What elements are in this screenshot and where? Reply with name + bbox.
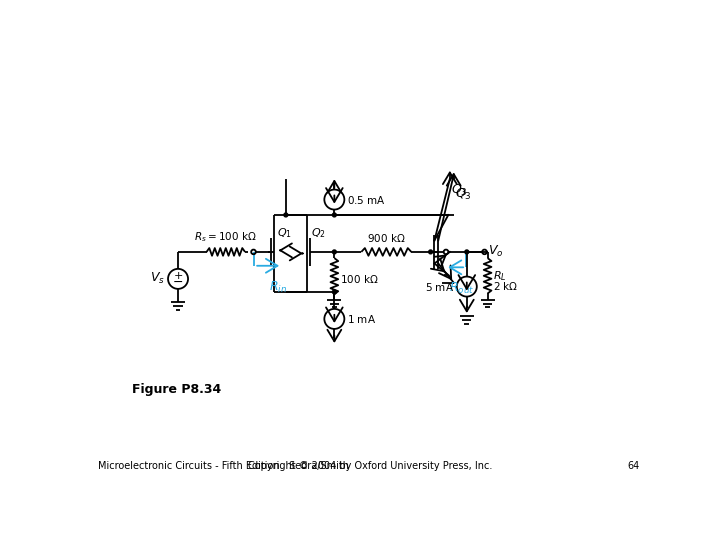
Text: −: −	[173, 276, 184, 289]
Text: Figure P8.34: Figure P8.34	[132, 383, 221, 396]
Circle shape	[333, 290, 336, 294]
Text: $R_L$: $R_L$	[493, 269, 507, 282]
Text: $V_o$: $V_o$	[488, 245, 504, 259]
Circle shape	[465, 250, 469, 254]
Text: $Q_3$: $Q_3$	[455, 187, 472, 202]
Text: $1\ \mathrm{mA}$: $1\ \mathrm{mA}$	[346, 313, 376, 325]
Text: $R_{out}$: $R_{out}$	[449, 281, 474, 296]
Text: +: +	[174, 271, 183, 281]
Text: $0.5\ \mathrm{mA}$: $0.5\ \mathrm{mA}$	[346, 193, 386, 206]
Circle shape	[284, 213, 288, 217]
Circle shape	[428, 250, 433, 254]
Text: 64: 64	[628, 461, 640, 471]
Text: $Q_1$: $Q_1$	[276, 226, 292, 240]
Text: $R_s = 100\ \mathrm{k\Omega}$: $R_s = 100\ \mathrm{k\Omega}$	[194, 231, 257, 244]
Text: $R_{in}$: $R_{in}$	[269, 280, 287, 295]
Text: Copyright © 2004 by Oxford University Press, Inc.: Copyright © 2004 by Oxford University Pr…	[248, 461, 492, 471]
Text: $2\ \mathrm{k\Omega}$: $2\ \mathrm{k\Omega}$	[493, 280, 518, 292]
Text: $Q_3$: $Q_3$	[451, 183, 468, 198]
Text: $V_s$: $V_s$	[150, 271, 165, 286]
Text: $5\ \mathrm{mA}$: $5\ \mathrm{mA}$	[426, 281, 454, 293]
Text: Microelectronic Circuits - Fifth Edition   Sedra/Smith: Microelectronic Circuits - Fifth Edition…	[98, 461, 349, 471]
Circle shape	[333, 213, 336, 217]
Text: $Q_2$: $Q_2$	[311, 226, 326, 240]
Circle shape	[333, 250, 336, 254]
Text: $900\ \mathrm{k\Omega}$: $900\ \mathrm{k\Omega}$	[367, 232, 405, 244]
Text: $100\ \mathrm{k\Omega}$: $100\ \mathrm{k\Omega}$	[340, 273, 378, 285]
